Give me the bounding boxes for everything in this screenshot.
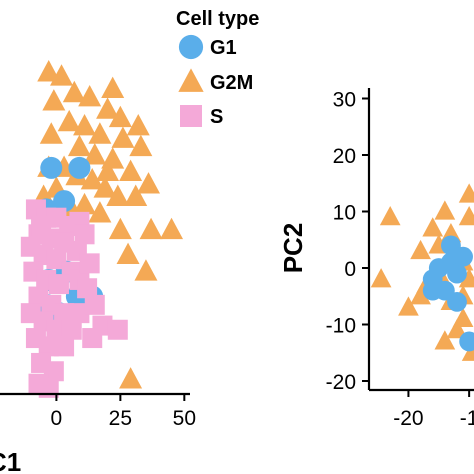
data-point-g2m <box>458 205 474 226</box>
data-point-g2m <box>96 159 120 182</box>
right-y-tick-label: -10 <box>326 315 356 338</box>
legend-item-g2m: G2M <box>178 68 253 94</box>
data-point-s <box>82 328 103 349</box>
data-point-s <box>54 336 75 357</box>
right-y-tick-label: -20 <box>326 371 356 394</box>
data-point-g2m <box>119 367 143 389</box>
right-y-tick-label: 0 <box>344 258 356 281</box>
data-point-g2m <box>410 285 431 305</box>
data-point-s <box>61 319 82 340</box>
data-point-g2m <box>73 114 97 136</box>
data-point-s <box>20 236 41 257</box>
left-x-tick-label: 0 <box>51 407 63 430</box>
data-point-g2m <box>111 126 135 148</box>
legend-swatch-g2m <box>178 68 204 92</box>
legend-label: G1 <box>210 37 237 59</box>
data-point-g2m <box>57 109 81 132</box>
right-x-tick-label: -1 <box>460 407 474 430</box>
right-x-tick-label: -20 <box>393 407 423 430</box>
data-point-g2m <box>50 64 74 86</box>
data-point-g2m <box>80 167 104 190</box>
data-point-g2m <box>67 134 91 157</box>
data-point-s <box>46 319 67 340</box>
left-scatter-panel: 0 25 50 C1 <box>0 60 196 474</box>
data-point-s <box>48 274 69 295</box>
data-point-g2m <box>42 89 66 111</box>
data-point-g2m <box>379 205 401 226</box>
data-point-s <box>31 216 52 236</box>
data-point-g1 <box>422 280 443 301</box>
data-point-g2m <box>434 330 456 350</box>
data-point-s <box>79 253 100 274</box>
right-scatter-panel: 30 20 10 0 -10 -20 -20 -1 PC2 <box>278 88 474 430</box>
data-point-g2m <box>398 296 419 316</box>
right-y-tick-label: 10 <box>333 202 356 225</box>
data-point-g2m <box>62 80 86 103</box>
data-point-g2m <box>101 76 125 99</box>
data-point-g2m <box>83 143 107 165</box>
data-point-g2m <box>126 114 150 136</box>
data-point-g2m <box>73 192 97 215</box>
data-point-g2m <box>410 239 431 260</box>
data-point-s <box>54 303 75 324</box>
data-point-g2m <box>106 184 130 206</box>
data-point-g2m <box>434 200 456 220</box>
data-point-g2m <box>116 242 140 265</box>
data-point-g1 <box>53 190 76 213</box>
data-point-g2m <box>119 159 143 182</box>
data-point-g2m <box>129 134 153 157</box>
legend-title: Cell type <box>176 8 259 30</box>
legend-swatch-g1 <box>178 34 204 60</box>
data-point-g1 <box>441 235 461 256</box>
data-point-g2m <box>108 217 132 240</box>
data-point-s <box>38 336 59 357</box>
data-point-s <box>20 303 41 324</box>
left-x-axis-title: C1 <box>0 447 21 474</box>
data-point-g1 <box>447 263 467 284</box>
data-point-s <box>38 377 59 398</box>
right-y-tick-label: 30 <box>333 89 356 112</box>
right-y-tick-label: 20 <box>333 145 356 168</box>
data-point-g2m <box>137 172 161 194</box>
data-point-g2m <box>134 259 158 281</box>
data-point-g2m <box>458 183 474 203</box>
legend: Cell type G1 G2M S <box>176 8 259 128</box>
data-point-g2m <box>93 176 117 198</box>
data-point-g2m <box>139 217 163 240</box>
data-point-g1 <box>40 156 63 179</box>
left-x-tick-label: 50 <box>173 407 196 430</box>
data-point-g2m <box>370 268 392 288</box>
data-point-g2m <box>78 84 102 107</box>
data-point-g2m <box>96 97 120 119</box>
data-point-g1 <box>68 156 91 179</box>
data-point-s <box>84 294 105 315</box>
legend-swatch-s <box>180 105 202 127</box>
data-point-g2m <box>422 217 444 237</box>
data-point-g2m <box>37 60 61 82</box>
data-point-s <box>107 319 128 340</box>
legend-item-g1: G1 <box>178 34 237 60</box>
data-point-g2m <box>124 184 148 206</box>
legend-label: G2M <box>210 72 253 94</box>
data-point-s <box>74 224 95 245</box>
data-point-g2m <box>160 217 184 240</box>
data-point-g2m <box>446 318 468 339</box>
data-point-g2m <box>458 268 474 288</box>
legend-item-s: S <box>180 105 223 128</box>
data-point-s <box>77 278 98 299</box>
right-y-axis-title: PC2 <box>278 223 308 274</box>
data-point-g2m <box>88 201 112 223</box>
data-point-g1 <box>459 331 474 352</box>
legend-label: S <box>210 106 223 128</box>
left-x-tick-label: 25 <box>109 407 132 430</box>
data-point-g2m <box>88 122 112 144</box>
data-point-g1 <box>447 292 467 312</box>
data-point-g2m <box>39 122 63 144</box>
data-point-s <box>46 249 67 270</box>
data-point-s <box>43 361 64 382</box>
data-point-g2m <box>108 105 132 128</box>
data-point-s <box>69 303 90 324</box>
